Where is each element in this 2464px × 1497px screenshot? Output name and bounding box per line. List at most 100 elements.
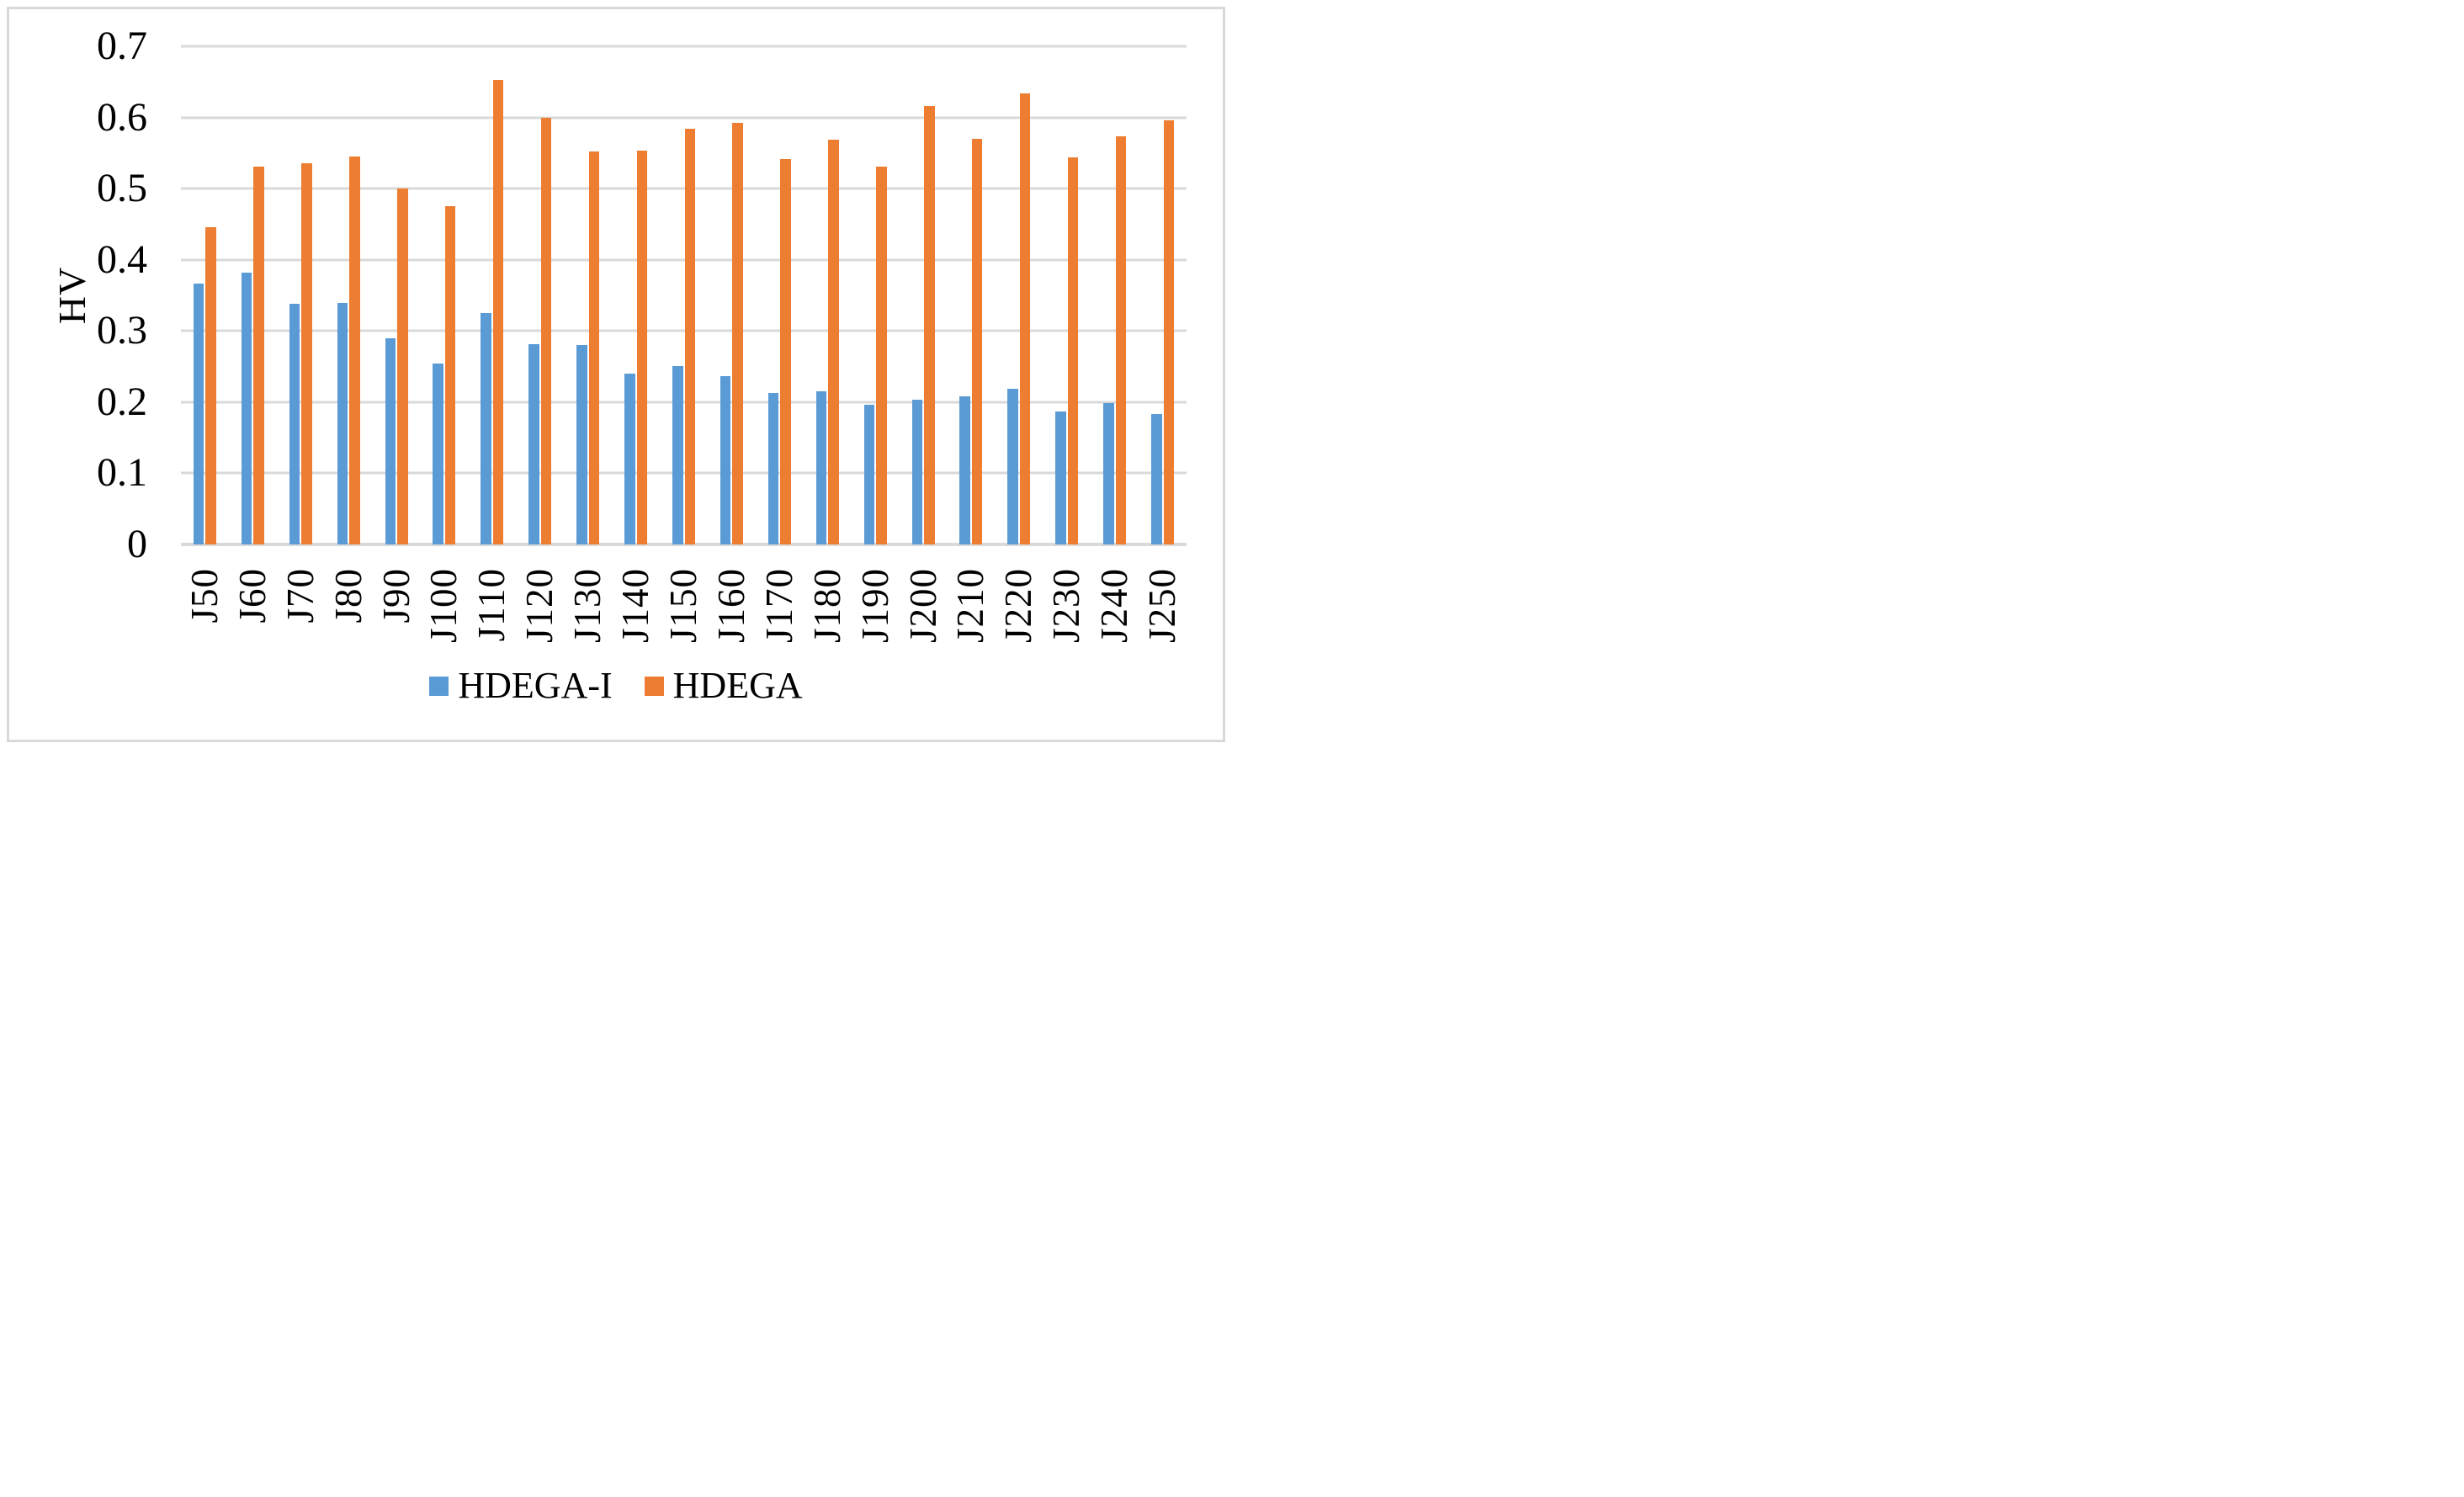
y-tick-label: 0 bbox=[127, 522, 147, 566]
x-tick-cell: J130 bbox=[564, 548, 612, 666]
bar-hdega-i-j210 bbox=[959, 396, 970, 544]
plot-area bbox=[181, 45, 1187, 546]
x-tick-label-j190: J190 bbox=[853, 568, 896, 644]
x-tick-cell: J200 bbox=[900, 548, 948, 666]
x-tick-label-j80: J80 bbox=[327, 568, 369, 624]
bar-hdega-j250 bbox=[1163, 119, 1175, 544]
legend-label-hdega-i: HDEGA-I bbox=[458, 665, 613, 706]
bar-hdega-j240 bbox=[1115, 135, 1127, 544]
x-tick-label-j250: J250 bbox=[1141, 568, 1184, 644]
x-tick-cell: J230 bbox=[1043, 548, 1091, 666]
x-tick-label-j90: J90 bbox=[374, 568, 417, 624]
y-tick-label: 0.7 bbox=[97, 24, 147, 68]
bar-group-j120 bbox=[516, 46, 564, 544]
x-tick-cell: J150 bbox=[660, 548, 708, 666]
x-tick-label-j120: J120 bbox=[518, 568, 561, 644]
y-tick-label: 0.2 bbox=[97, 379, 147, 424]
x-tick-cell: J240 bbox=[1091, 548, 1139, 666]
bar-group-j230 bbox=[1043, 46, 1091, 544]
legend-item-hdega: HDEGA bbox=[644, 665, 803, 706]
bar-hdega-j140 bbox=[636, 151, 648, 544]
bar-hdega-j120 bbox=[540, 118, 552, 544]
x-tick-label-j140: J140 bbox=[614, 568, 657, 644]
y-axis-tick-labels: 0.7 0.6 0.5 0.4 0.3 0.2 0.1 0 bbox=[0, 26, 147, 565]
gridline bbox=[181, 45, 1187, 48]
x-tick-cell: J70 bbox=[277, 548, 325, 666]
y-tick-label: 0.4 bbox=[97, 236, 147, 282]
legend-swatch-hdega bbox=[644, 676, 664, 696]
bar-group-j140 bbox=[612, 46, 660, 544]
bar-hdega-i-j240 bbox=[1103, 402, 1114, 544]
legend-item-hdega-i: HDEGA-I bbox=[429, 665, 613, 706]
bar-hdega-j80 bbox=[349, 157, 360, 544]
bar-hdega-j50 bbox=[205, 226, 216, 544]
x-tick-label-j160: J160 bbox=[709, 568, 752, 644]
x-axis-line bbox=[181, 543, 1187, 546]
x-tick-label-j60: J60 bbox=[231, 568, 273, 624]
bar-hdega-j180 bbox=[828, 139, 839, 544]
x-tick-cell: J220 bbox=[995, 548, 1043, 666]
bar-group-j190 bbox=[852, 46, 900, 544]
bar-hdega-j70 bbox=[301, 162, 312, 544]
bar-hdega-i-j150 bbox=[672, 365, 683, 544]
y-tick-label: 0.3 bbox=[97, 308, 147, 353]
bar-group-j80 bbox=[325, 46, 373, 544]
bar-hdega-i-j70 bbox=[289, 304, 300, 544]
bar-hdega-i-j80 bbox=[337, 303, 348, 544]
x-tick-cell: J100 bbox=[421, 548, 469, 666]
x-tick-cell: J210 bbox=[948, 548, 996, 666]
bar-hdega-j230 bbox=[1067, 157, 1079, 544]
x-tick-cell: J170 bbox=[756, 548, 804, 666]
bar-group-j250 bbox=[1139, 46, 1187, 544]
bar-group-j60 bbox=[229, 46, 277, 544]
bar-hdega-i-j140 bbox=[624, 374, 635, 544]
x-tick-cell: J160 bbox=[708, 548, 756, 666]
bar-hdega-j190 bbox=[876, 166, 887, 544]
bar-hdega-j100 bbox=[444, 206, 456, 544]
bar-hdega-i-j120 bbox=[528, 343, 539, 544]
bar-hdega-i-j160 bbox=[720, 375, 731, 544]
legend-label-hdega: HDEGA bbox=[672, 665, 803, 706]
bar-hdega-j160 bbox=[732, 122, 743, 544]
x-tick-cell: J80 bbox=[325, 548, 373, 666]
bar-group-j70 bbox=[277, 46, 325, 544]
x-tick-cell: J50 bbox=[181, 548, 229, 666]
bar-group-j110 bbox=[468, 46, 516, 544]
bar-hdega-i-j250 bbox=[1151, 414, 1162, 544]
x-tick-label-j240: J240 bbox=[1093, 568, 1136, 644]
bars-container bbox=[181, 46, 1187, 544]
bar-hdega-j220 bbox=[1019, 93, 1031, 544]
y-tick-label: 0.6 bbox=[97, 94, 147, 140]
bar-hdega-i-j110 bbox=[481, 313, 491, 544]
bar-hdega-i-j60 bbox=[241, 272, 252, 544]
gridline bbox=[181, 258, 1187, 262]
x-tick-cell: J60 bbox=[229, 548, 277, 666]
bar-group-j90 bbox=[373, 46, 421, 544]
gridline bbox=[181, 329, 1187, 332]
x-tick-label-j50: J50 bbox=[183, 568, 226, 624]
legend-swatch-hdega-i bbox=[429, 676, 449, 696]
bar-group-j220 bbox=[995, 46, 1043, 544]
bar-hdega-i-j130 bbox=[576, 345, 587, 544]
bar-group-j130 bbox=[564, 46, 612, 544]
legend: HDEGA-I HDEGA bbox=[0, 667, 1232, 704]
bar-group-j100 bbox=[421, 46, 469, 544]
y-tick-label: 0.1 bbox=[97, 450, 147, 496]
bar-hdega-i-j220 bbox=[1007, 388, 1018, 544]
x-tick-label-j220: J220 bbox=[997, 568, 1040, 644]
bar-group-j210 bbox=[948, 46, 996, 544]
bar-group-j150 bbox=[660, 46, 708, 544]
x-tick-label-j210: J210 bbox=[949, 568, 992, 644]
y-tick-label: 0.5 bbox=[97, 166, 147, 211]
bar-hdega-i-j90 bbox=[385, 337, 396, 544]
bar-hdega-j210 bbox=[971, 138, 983, 544]
bar-hdega-j90 bbox=[397, 188, 408, 544]
x-axis-tick-labels: J50 J60 J70 J80 J90 J100 J110 J120 J130 J140 J150 J… bbox=[181, 548, 1187, 666]
gridline bbox=[181, 116, 1187, 119]
gridline bbox=[181, 401, 1187, 404]
x-tick-label-j180: J180 bbox=[805, 568, 848, 644]
bar-hdega-j130 bbox=[588, 151, 600, 544]
bar-hdega-i-j200 bbox=[911, 400, 923, 544]
bar-hdega-i-j50 bbox=[193, 283, 204, 544]
x-tick-cell: J90 bbox=[373, 548, 421, 666]
